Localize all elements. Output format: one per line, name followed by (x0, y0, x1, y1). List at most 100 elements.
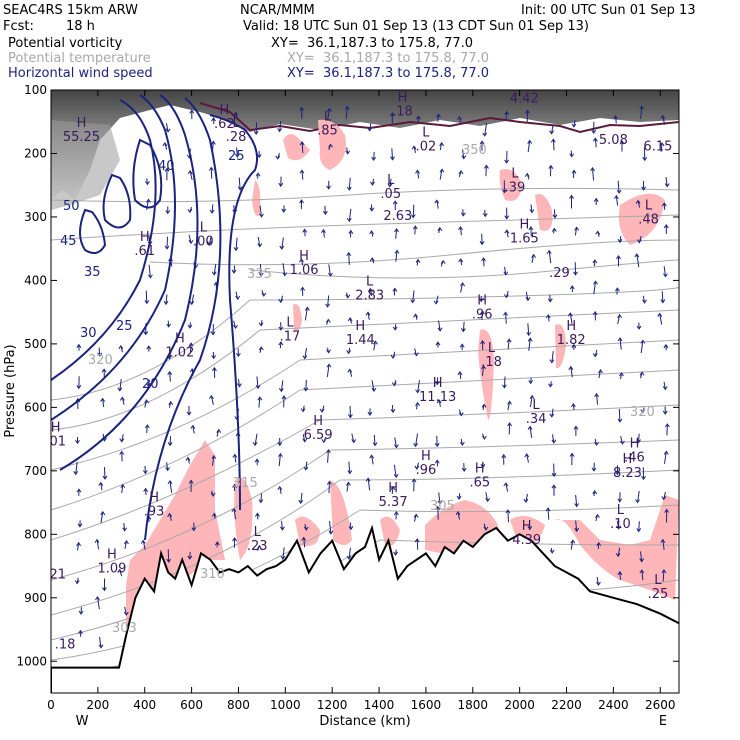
wind-vector (166, 462, 169, 471)
wind-vector-head (660, 538, 666, 543)
pv-extremum-value: 6.15 (643, 139, 672, 154)
wind-vector-head (394, 227, 399, 233)
wind-vector-head (480, 464, 486, 469)
wind-vector-head (347, 470, 353, 475)
wind-vector-head (164, 245, 170, 250)
wind-vector (237, 379, 240, 387)
pv-extremum-value: .18 (55, 638, 76, 653)
wind-vector (348, 177, 351, 191)
wind-vector-head (435, 505, 441, 510)
wind-vector (348, 208, 352, 222)
wind-vector-head (76, 343, 82, 348)
wind-vector-head (372, 442, 378, 447)
wind-vector-head (639, 105, 645, 110)
wind-vector (346, 482, 349, 492)
wind-vector-head (277, 442, 283, 447)
wind-vector (507, 339, 510, 350)
theta-label-7: 303 (112, 621, 137, 636)
wind-vector-head (551, 472, 557, 478)
wind-vector-head (478, 298, 484, 303)
wind-vector-head (346, 251, 352, 257)
wind-vector-head (257, 396, 263, 401)
wind-vector (280, 380, 284, 392)
wind-vector (575, 520, 578, 532)
wind-vector-head (506, 338, 512, 343)
wind-vector (99, 637, 102, 648)
wind-vector (619, 571, 621, 580)
wind-vector (391, 405, 394, 413)
field-wind-name: Horizontal wind speed (8, 66, 153, 81)
wind-vector-head (460, 328, 466, 333)
wind-vector (596, 393, 599, 405)
field-theta-name: Potential temperature (8, 51, 151, 66)
wind-vector-head (277, 485, 283, 491)
wind-vector (459, 371, 462, 380)
wind-vector-head (571, 169, 577, 174)
wind-vector-head (119, 396, 125, 401)
wind-vector-head (569, 285, 575, 290)
wind-vector (259, 263, 262, 276)
y-tick-label: 900 (24, 591, 47, 605)
wind-vector (530, 204, 533, 213)
pv-extremum-kind: H (149, 490, 159, 505)
wind-vector-head (571, 343, 577, 349)
wind-vector-head (504, 229, 510, 234)
wind-vector-head (187, 208, 193, 214)
pv-extremum-kind: H (107, 547, 117, 562)
theta-label-2: 320 (630, 405, 655, 420)
pv-extremum-kind: H (77, 116, 87, 131)
wind-vector-head (299, 199, 304, 204)
wind-vector (662, 115, 666, 125)
wind-vector-head (211, 271, 217, 276)
wind-vector-head (527, 525, 533, 531)
wind-vector-head (367, 127, 373, 132)
y-axis: 100 200 300 400 500 600 700 800 900 1000 (16, 83, 679, 668)
pv-extremum-kind: L (645, 198, 653, 213)
wind-vector-head (410, 214, 416, 219)
wind-vector (233, 508, 237, 520)
theta-label-3: 335 (247, 267, 272, 282)
wind-vector-head (299, 141, 305, 146)
wind-vector (417, 170, 420, 179)
wind-vector-head (569, 452, 575, 457)
wind-vector-head (277, 128, 283, 133)
wind-vector-head (301, 536, 307, 541)
wind-vector (504, 266, 507, 275)
wind-vector (191, 368, 194, 376)
wind-vector-head (254, 458, 260, 463)
wind-vector-head (303, 387, 309, 392)
wind-vector (481, 310, 483, 320)
wind-vector-head (503, 482, 509, 487)
wind-vector-head (389, 112, 395, 117)
wind-vector-head (258, 499, 264, 504)
wind-vector-head (146, 198, 151, 203)
wind-vector-head (303, 466, 309, 471)
wind-vector-head (393, 510, 399, 516)
pv-extremum-kind: H (630, 436, 640, 451)
wind-vector-head (415, 389, 421, 394)
pv-extremum-kind: H (623, 452, 633, 467)
pv-extremum-value: .25 (648, 587, 669, 602)
pv-extremum-value: 1.09 (97, 561, 126, 576)
wind-vector-head (613, 115, 618, 120)
wind-vector-head (390, 156, 395, 161)
wind-vector-head (594, 441, 599, 446)
wind-vector (100, 511, 104, 523)
wind-vector (575, 494, 578, 507)
wind-vector-head (573, 271, 578, 276)
wind-vector-head (302, 228, 308, 233)
wind-vector-head (147, 241, 153, 246)
pv-extremum-value: 1.02 (165, 346, 194, 361)
wind-vector (662, 539, 665, 550)
wind-vector-head (78, 610, 84, 615)
wind-vector (123, 522, 126, 531)
pv-extremum-value: .65 (469, 476, 490, 491)
wind-vector (371, 455, 374, 465)
wind-vector (345, 106, 348, 119)
wind-label-30: 30 (80, 326, 97, 341)
wind-vector-head (257, 544, 262, 549)
wind-vector (525, 493, 528, 503)
wind-vector-head (481, 257, 486, 262)
wind-vector-head (168, 400, 174, 406)
wind-vector-head (548, 164, 554, 169)
